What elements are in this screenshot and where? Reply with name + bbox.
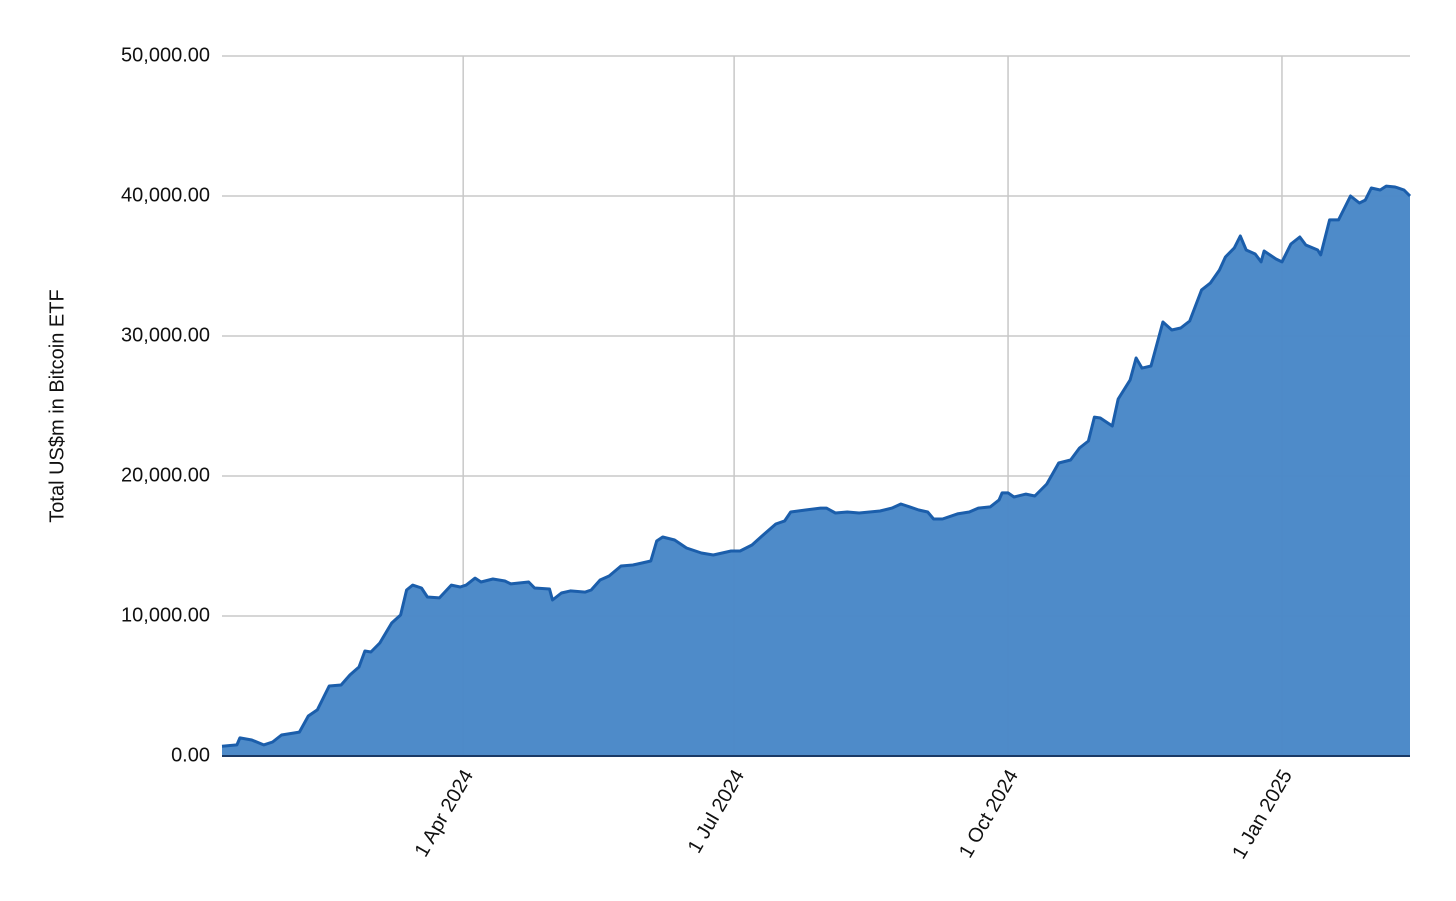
line — [221, 184, 1412, 748]
y-tick-label: 20,000.00 — [121, 464, 210, 486]
y-tick-label: 10,000.00 — [121, 604, 210, 626]
x-tick-label: 1 Oct 2024 — [955, 766, 1023, 862]
y-tick-label: 30,000.00 — [121, 324, 210, 346]
y-tick-label: 0.00 — [171, 744, 210, 766]
area — [222, 186, 1410, 757]
x-tick-label: 1 Apr 2024 — [411, 766, 478, 861]
y-axis-label: Total US$m in Bitcoin ETF — [46, 289, 68, 522]
y-tick-label: 40,000.00 — [121, 184, 210, 206]
x-tick-label: 1 Jan 2025 — [1228, 766, 1297, 863]
x-tick-label: 1 Jul 2024 — [684, 766, 749, 857]
y-tick-label: 50,000.00 — [121, 44, 210, 66]
